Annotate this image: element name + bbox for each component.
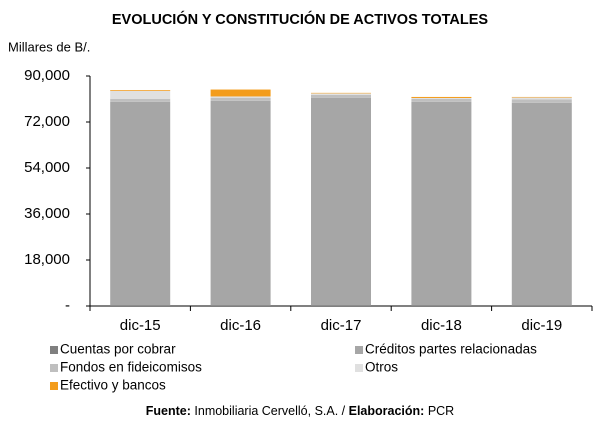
bar-segment [511, 99, 572, 103]
y-tick-label: 72,000 [24, 113, 70, 130]
bar-segment [210, 96, 271, 98]
legend-swatch [50, 346, 58, 354]
bar-segment [511, 96, 572, 98]
bar-segment [411, 99, 472, 102]
bar-segment [311, 93, 371, 95]
bar-segment [511, 97, 572, 100]
y-tick-label: 18,000 [24, 251, 70, 268]
footer-elaboration: PCR [424, 404, 454, 418]
legend-label: Fondos en fideicomisos [60, 360, 202, 375]
y-tick-label: - [65, 297, 70, 314]
legend-swatch [355, 364, 363, 372]
bar-segment [311, 94, 371, 98]
bar-segment [311, 92, 371, 94]
bar-segment [511, 102, 572, 306]
y-tick-label: 54,000 [24, 159, 70, 176]
y-tick-label: 90,000 [24, 67, 70, 84]
bar-segment [210, 100, 271, 306]
x-tick-label: dic-15 [120, 317, 161, 334]
chart-title: EVOLUCIÓN Y CONSTITUCIÓN DE ACTIVOS TOTA… [112, 10, 489, 28]
bar-segment [110, 98, 171, 102]
x-tick-label: dic-17 [321, 317, 362, 334]
bar-segment [411, 96, 472, 98]
bar-segment [210, 89, 271, 97]
footer-elaboration-label: Elaboración: [349, 404, 425, 418]
legend-label: Créditos partes relacionadas [365, 342, 537, 357]
bar-segment [411, 97, 472, 99]
footer-source-label: Fuente: [146, 404, 191, 418]
x-tick-label: dic-19 [521, 317, 562, 334]
legend-label: Cuentas por cobrar [60, 342, 176, 357]
legend-swatch [50, 382, 58, 390]
legend-swatch [355, 346, 363, 354]
bar-segment [210, 97, 271, 101]
bar-segment [411, 101, 472, 306]
footer: Fuente: Inmobiliaria Cervelló, S.A. / El… [146, 404, 454, 418]
y-axis-label: Millares de B/. [8, 39, 90, 54]
bar-segment [110, 90, 171, 91]
bar-segment [110, 90, 171, 99]
x-tick-label: dic-16 [220, 317, 261, 334]
legend-swatch [50, 364, 58, 372]
x-tick-label: dic-18 [421, 317, 462, 334]
legend-label: Efectivo y bancos [60, 378, 166, 393]
bar-segment [311, 97, 371, 306]
y-tick-label: 36,000 [24, 205, 70, 222]
footer-source: Inmobiliaria Cervelló, S.A. / [191, 404, 349, 418]
legend-label: Otros [365, 360, 398, 375]
bar-segment [110, 101, 171, 306]
